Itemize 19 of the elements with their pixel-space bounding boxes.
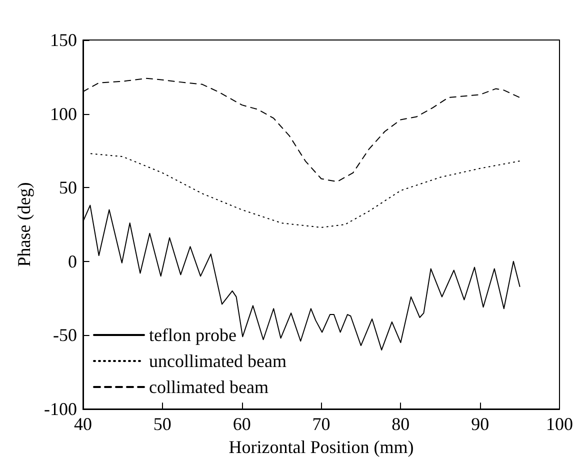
line-series	[90, 153, 520, 228]
legend-label: uncollimated beam	[149, 351, 286, 371]
legend-label: teflon probe	[149, 325, 236, 345]
x-tick-label: 70	[312, 414, 330, 434]
x-tick-label: 40	[74, 414, 92, 434]
x-tick-label: 50	[153, 414, 172, 434]
x-tick-label: 80	[392, 414, 410, 434]
legend-label: collimated beam	[149, 377, 268, 397]
y-tick-label: 100	[50, 104, 77, 124]
x-tick-label: 90	[471, 414, 490, 434]
y-tick-label: 0	[68, 251, 77, 272]
x-tick-label: 60	[232, 414, 251, 434]
y-tick-label: 50	[59, 178, 77, 198]
x-axis-title: Horizontal Position (mm)	[228, 436, 414, 457]
y-tick-label: 150	[50, 30, 77, 50]
y-tick-label: -100	[44, 399, 77, 419]
y-axis-title: Phase (deg)	[14, 182, 34, 267]
y-tick-label: -50	[53, 325, 77, 346]
x-tick-label: 100	[546, 414, 573, 434]
